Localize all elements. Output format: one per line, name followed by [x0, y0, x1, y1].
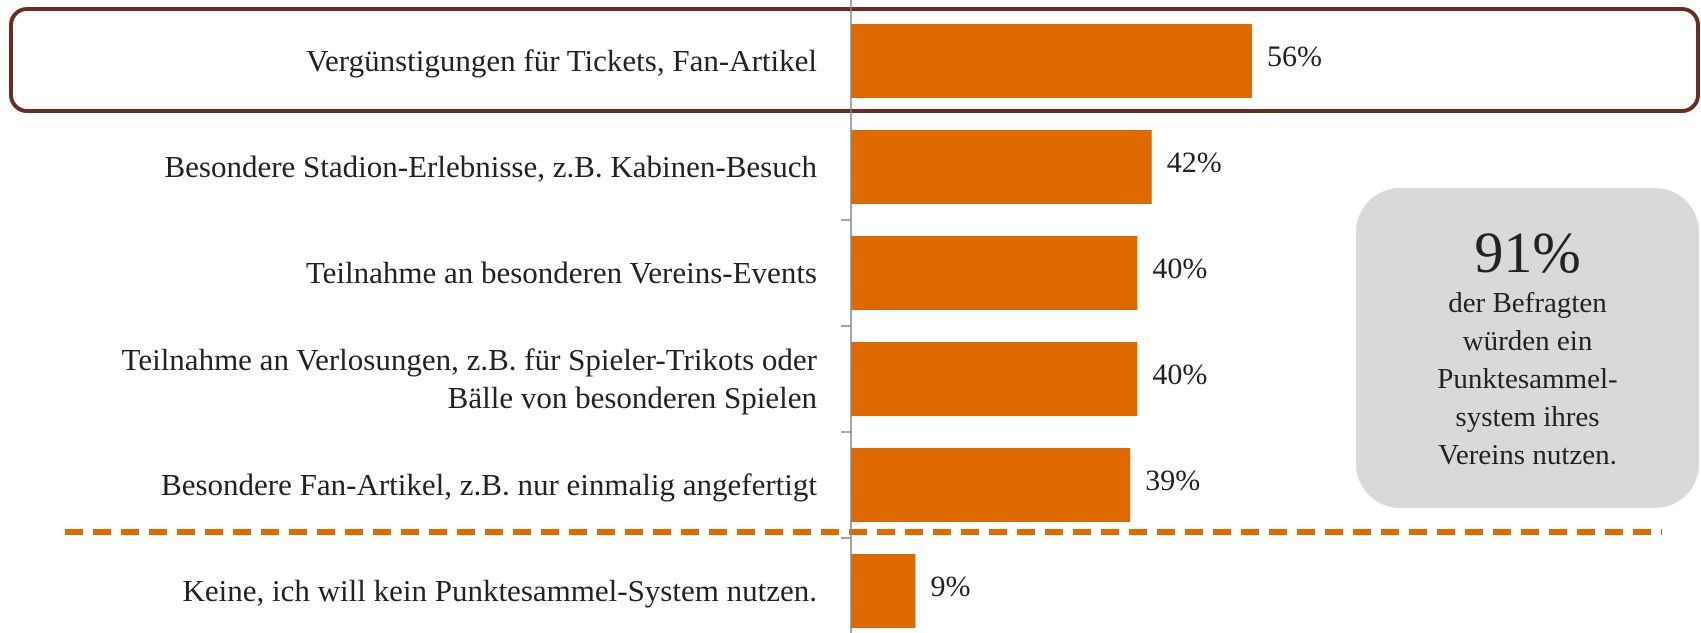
value-label: 56% — [1266, 40, 1322, 73]
bar — [851, 24, 1252, 98]
category-label: Vergünstigungen für Tickets, Fan-Artikel — [306, 43, 817, 78]
category-label: Besondere Stadion-Erlebnisse, z.B. Kabin… — [164, 149, 817, 184]
bar — [851, 236, 1138, 310]
category-label: Besondere Fan-Artikel, z.B. nur einmalig… — [161, 467, 817, 502]
value-label: 40% — [1152, 252, 1208, 285]
bar — [851, 130, 1152, 204]
category-label: Keine, ich will kein Punktesammel-System… — [182, 573, 817, 608]
callout-text: der Befragten würden ein Punktesammel- s… — [1437, 287, 1618, 471]
value-label: 42% — [1166, 146, 1222, 179]
callout: 91% der Befragten würden ein Punktesamme… — [1356, 188, 1699, 508]
category-label: Teilnahme an Verlosungen, z.B. für Spiel… — [121, 342, 817, 415]
bar — [851, 448, 1131, 522]
bar — [851, 554, 916, 628]
callout-headline: 91% — [1474, 220, 1581, 285]
highlight-box — [9, 7, 1700, 113]
value-label: 39% — [1145, 464, 1201, 497]
bar — [851, 342, 1138, 416]
category-label: Teilnahme an besonderen Vereins-Events — [305, 255, 817, 290]
value-label: 9% — [930, 570, 971, 603]
value-label: 40% — [1152, 358, 1208, 391]
